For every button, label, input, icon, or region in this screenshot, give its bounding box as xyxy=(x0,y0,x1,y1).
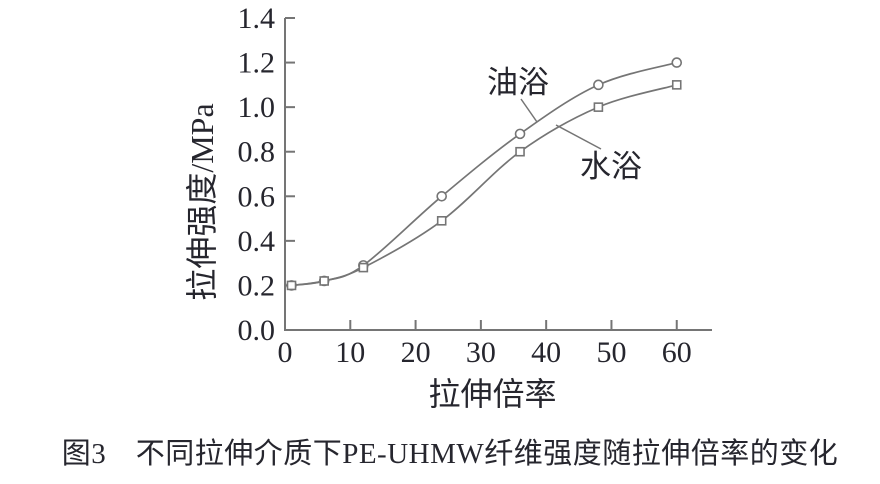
y-tick-label: 1.4 xyxy=(238,2,276,35)
series-line-water-bath xyxy=(291,84,677,287)
series-label-oil-bath: 油浴 xyxy=(487,65,549,100)
marker-circle-oil-bath xyxy=(671,57,683,68)
leader-line-water-bath xyxy=(555,124,602,150)
marker-square-water-bath xyxy=(671,80,682,90)
marker-square-water-bath xyxy=(319,276,329,286)
marker-square-water-bath xyxy=(515,146,525,157)
y-tick-label: 0.8 xyxy=(238,136,276,169)
marker-square-water-bath xyxy=(436,216,447,226)
y-tick-label: 1.0 xyxy=(238,91,276,124)
marker-circle-oil-bath xyxy=(593,79,604,91)
leader-line-oil-bath xyxy=(520,98,538,123)
y-tick-label: 0.4 xyxy=(238,225,276,258)
x-tick-label: 0 xyxy=(278,336,293,369)
y-tick-label: 0.0 xyxy=(238,314,276,347)
x-tick-label: 10 xyxy=(335,336,365,369)
y-tick-label: 0.2 xyxy=(238,269,276,302)
x-tick-label: 60 xyxy=(662,336,692,369)
marker-circle-oil-bath xyxy=(436,190,447,202)
x-tick-label: 30 xyxy=(466,336,496,369)
x-tick-label: 40 xyxy=(531,336,561,369)
y-axis-title: 拉伸强度/MPa xyxy=(184,103,220,300)
figure-caption: 图3 不同拉伸介质下PE-UHMW纤维强度随拉伸倍率的变化 xyxy=(61,438,839,470)
y-tick-label: 1.2 xyxy=(238,47,276,80)
series-label-water-bath: 水浴 xyxy=(580,149,642,184)
x-tick-label: 50 xyxy=(596,336,626,369)
marker-square-water-bath xyxy=(286,280,297,291)
marker-square-water-bath xyxy=(593,102,604,112)
x-tick-label: 20 xyxy=(401,336,431,369)
marker-square-water-bath xyxy=(358,262,369,273)
y-tick-label: 0.6 xyxy=(238,180,276,213)
x-axis-title: 拉伸倍率 xyxy=(428,376,556,412)
marker-circle-oil-bath xyxy=(514,128,526,140)
